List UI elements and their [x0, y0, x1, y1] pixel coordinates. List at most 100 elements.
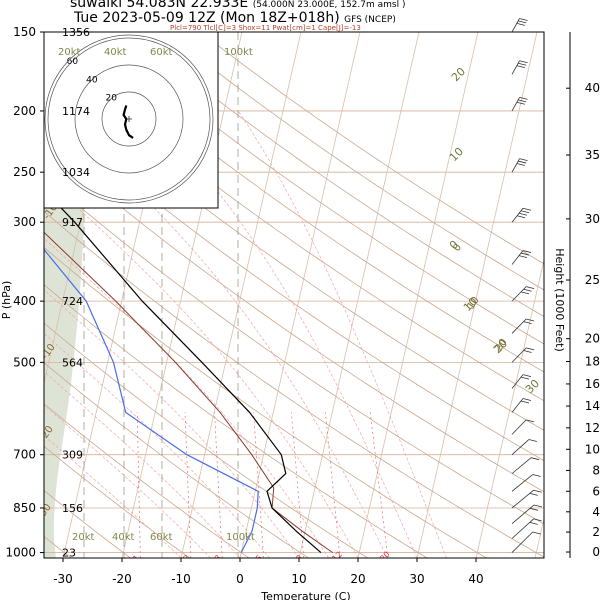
height-tick-label: 25 [585, 273, 600, 287]
dry-adiabat [44, 284, 428, 558]
station-label: suwalki 54.083N 22.933E [70, 0, 248, 11]
moist-adiabat [44, 237, 329, 558]
height-tick-label: 30 [585, 212, 600, 226]
mixing-ratio-label: 20 [378, 550, 392, 564]
height-tick-label: 8 [592, 463, 600, 477]
wind-barb-flag [516, 163, 525, 166]
wind-barb-flag [518, 160, 527, 164]
height-tick-label: 4 [592, 505, 600, 519]
hodograph-ring [74, 64, 184, 174]
height-tick-label: 16 [585, 377, 600, 391]
isotherm-line [239, 32, 361, 558]
isotherm-label: -30 [35, 502, 53, 522]
mixing-ratio-line [184, 412, 192, 558]
wind-barb-flag [526, 419, 535, 423]
wind-barb-flag [519, 60, 528, 64]
temperature-trace [44, 189, 322, 554]
mixing-ratio-label: 2 [182, 553, 192, 563]
mixing-ratio-label: 3 [213, 553, 223, 563]
height-tick-label: 14 [585, 399, 600, 413]
mixing-ratio-line [214, 412, 223, 558]
geopotential-label: 309 [62, 449, 83, 462]
wind-barb-flag [528, 439, 537, 442]
wind-barb-flag [518, 212, 528, 216]
moist-adiabat [44, 370, 241, 558]
wind-barb-flag [520, 376, 530, 380]
hodograph-ring [44, 34, 214, 204]
hodograph-ring-label: 40 [86, 75, 98, 85]
y-tick-label: 500 [13, 355, 36, 369]
wind-barb-flag [523, 350, 532, 353]
speed-scale-label: 20kt [58, 47, 81, 58]
wind-barb-flag [532, 531, 541, 535]
y-tick-label: 700 [13, 448, 36, 462]
moist-adiabat [44, 333, 270, 558]
speed-scale-label: 40kt [112, 532, 135, 543]
wind-barb [511, 474, 533, 492]
y-tick-label: 400 [13, 294, 36, 308]
height-tick-label: 2 [592, 525, 600, 539]
mixing-ratio-line [325, 412, 341, 558]
speed-scale-label: 20kt [72, 532, 95, 543]
wind-barb [511, 457, 532, 474]
speed-scale-label: 100kt [226, 532, 255, 543]
x-tick-label: -30 [53, 572, 73, 586]
axes: 1502002503004005007008501000135611741034… [5, 25, 600, 586]
height-tick-label: 12 [585, 421, 600, 435]
wind-barb-flag [516, 22, 525, 26]
wind-barb-flag [530, 457, 540, 461]
y-tick-label: 150 [13, 25, 36, 39]
height-tick-label: 6 [592, 484, 600, 498]
wind-barb-flag [518, 255, 528, 258]
wind-barb-flag [516, 215, 526, 219]
geopotential-label: 1356 [62, 26, 90, 39]
wind-barb-flag [520, 252, 530, 256]
indices-line: Plcl=790 Tlcl[C]=3 Shox=11 Pwat[cm]=1 Ca… [170, 24, 361, 32]
wind-barb-flag [518, 20, 527, 24]
moist-adiabat [147, 110, 418, 558]
hodograph-trace [122, 105, 134, 139]
wind-barb-flag [516, 101, 525, 105]
isotherm-line [121, 32, 243, 558]
wind-barb-flag [532, 474, 541, 477]
dry-adiabat [44, 246, 487, 558]
wind-barb-flag [518, 99, 527, 103]
height-tick-label: 35 [585, 148, 600, 162]
y-tick-label: 200 [13, 104, 36, 118]
isotherm-line [534, 516, 544, 558]
dry-adiabat [44, 141, 544, 493]
hodograph-ring [47, 37, 211, 201]
dry-adiabat [44, 322, 369, 558]
dry-adiabat [44, 445, 191, 558]
speed-scale-label: 60kt [150, 532, 173, 543]
geopotential-label: 1174 [62, 105, 90, 118]
dewpoint-trace [44, 248, 259, 553]
hodograph-ring-label: 60 [67, 57, 79, 67]
wind-barb-flag [519, 18, 528, 21]
wind-barb [511, 439, 530, 455]
isotherm-line [416, 32, 538, 558]
x-tick-label: 20 [350, 572, 365, 586]
geopotential-label: 564 [62, 356, 83, 369]
dry-adiabat [44, 76, 544, 431]
model-name: GFS (NCEP) [344, 15, 396, 25]
mixing-ratio-label: 5 [254, 553, 264, 563]
chart-title: suwalki 54.083N 22.933E (54.000N 23.000E… [70, 0, 405, 11]
geopotential-label: 156 [62, 502, 83, 515]
dry-adiabat [131, 32, 544, 318]
mixing-ratio-line [291, 412, 305, 558]
isotherm-line [475, 258, 544, 558]
x-tick-label: -20 [112, 572, 132, 586]
hodograph-frame [43, 31, 219, 209]
geopotential-label: 724 [62, 295, 83, 308]
height-tick-label: 0 [592, 545, 600, 559]
y-tick-label: 850 [13, 501, 36, 515]
y-tick-label: 250 [13, 165, 36, 179]
valid-time: Tue 2023-05-09 12Z (Mon 18Z+018h) [73, 10, 340, 26]
right-axis-label: Height (1000 Feet) [553, 248, 566, 352]
wind-barb-flag [522, 207, 532, 211]
wind-barb-flag [526, 318, 535, 322]
moist-adiabat [53, 110, 388, 558]
